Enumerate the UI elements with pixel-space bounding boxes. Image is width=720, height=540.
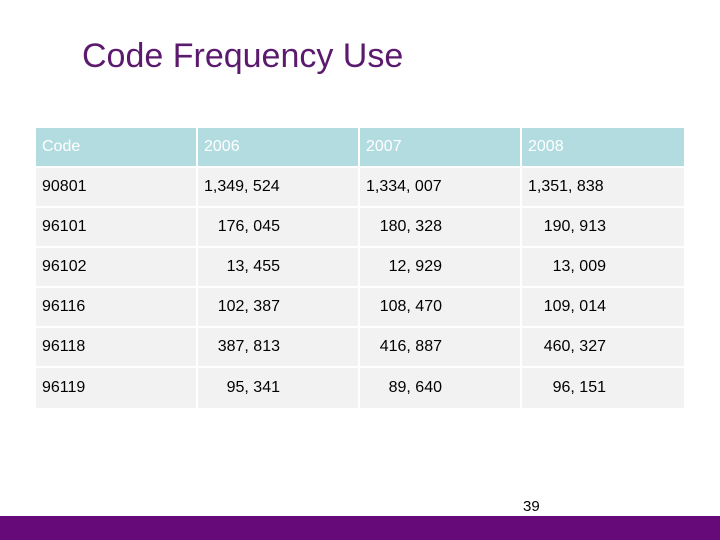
table-row: 96101 176, 045 180, 328 190, 913	[36, 208, 684, 248]
cell-code: 96116	[36, 288, 198, 328]
cell-code: 96102	[36, 248, 198, 288]
cell-2007: 180, 328	[360, 208, 522, 248]
page-number: 39	[523, 498, 540, 515]
footer-bar	[0, 516, 720, 540]
cell-2008: 460, 327	[522, 328, 684, 368]
cell-2006: 176, 045	[198, 208, 360, 248]
cell-2007: 1,334, 007	[360, 168, 522, 208]
cell-2007: 12, 929	[360, 248, 522, 288]
cell-2008: 1,351, 838	[522, 168, 684, 208]
table-row: 96118 387, 813 416, 887 460, 327	[36, 328, 684, 368]
header-2008: 2008	[522, 128, 684, 168]
cell-code: 90801	[36, 168, 198, 208]
cell-code: 96101	[36, 208, 198, 248]
cell-2006: 13, 455	[198, 248, 360, 288]
table-header-row: Code 2006 2007 2008	[36, 128, 684, 168]
header-2007: 2007	[360, 128, 522, 168]
cell-2008: 190, 913	[522, 208, 684, 248]
cell-2007: 416, 887	[360, 328, 522, 368]
cell-2006: 387, 813	[198, 328, 360, 368]
cell-2006: 1,349, 524	[198, 168, 360, 208]
cell-code: 96119	[36, 368, 198, 408]
table-row: 96119 95, 341 89, 640 96, 151	[36, 368, 684, 408]
cell-code: 96118	[36, 328, 198, 368]
cell-2008: 13, 009	[522, 248, 684, 288]
cell-2006: 95, 341	[198, 368, 360, 408]
cell-2007: 89, 640	[360, 368, 522, 408]
cell-2006: 102, 387	[198, 288, 360, 328]
cell-2008: 109, 014	[522, 288, 684, 328]
cell-2007: 108, 470	[360, 288, 522, 328]
header-code: Code	[36, 128, 198, 168]
slide-title: Code Frequency Use	[82, 37, 404, 75]
table-row: 96116 102, 387 108, 470 109, 014	[36, 288, 684, 328]
header-2006: 2006	[198, 128, 360, 168]
table-row: 96102 13, 455 12, 929 13, 009	[36, 248, 684, 288]
table-row: 90801 1,349, 524 1,334, 007 1,351, 838	[36, 168, 684, 208]
code-frequency-table: Code 2006 2007 2008 90801 1,349, 524 1,3…	[36, 128, 684, 408]
cell-2008: 96, 151	[522, 368, 684, 408]
